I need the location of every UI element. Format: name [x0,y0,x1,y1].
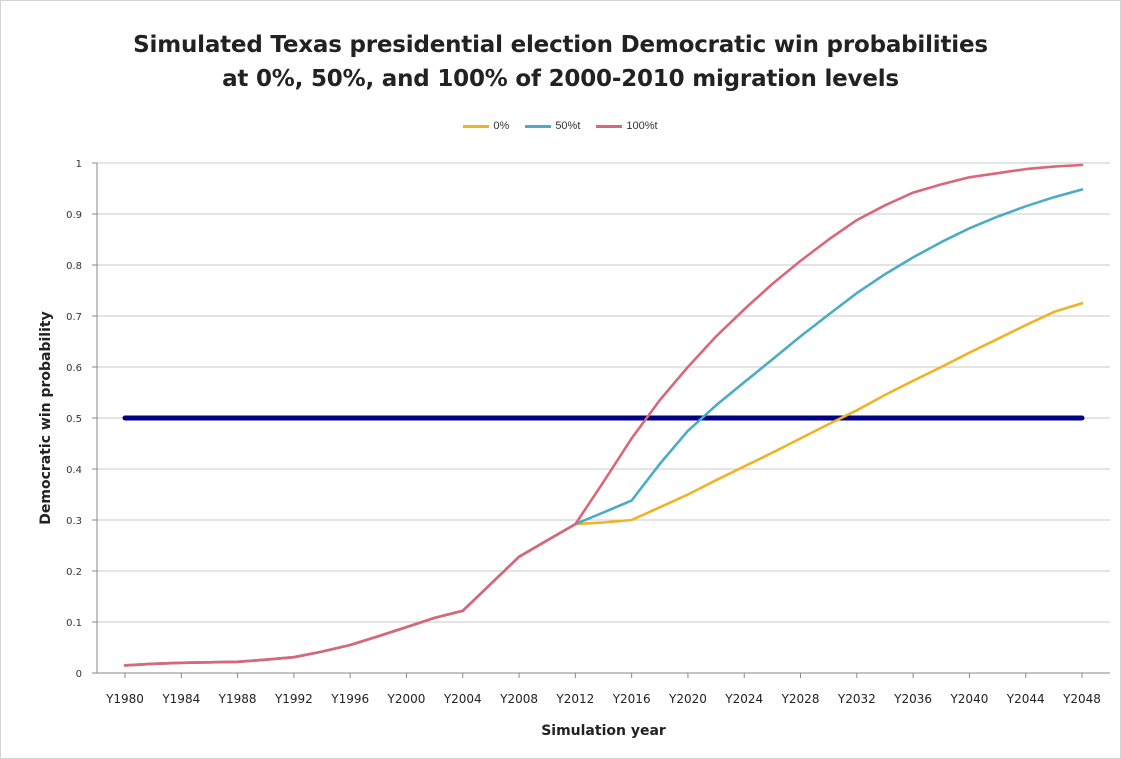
y-tick-label-7: 0.7 [66,312,82,323]
y-tick-label-8: 0.8 [66,261,82,272]
x-tick-label-17: Y2048 [1062,692,1101,706]
series-50pct-line [123,188,1084,667]
legend-label-0pct: 0% [493,120,510,132]
y-tick-label-4: 0.4 [66,465,82,476]
y-tick-label-9: 0.9 [66,210,82,221]
legend-swatch-0pct [463,124,490,128]
legend-swatch-50pct [525,124,552,128]
y-tick-label-2: 0.2 [66,567,82,578]
x-tick-label-0: Y1980 [105,692,144,706]
x-tick-label-5: Y2000 [387,692,426,706]
chart-title-line1: Simulated Texas presidential election De… [133,32,988,58]
legend-item-100pct: 100%t [596,120,658,132]
x-tick-label-15: Y2040 [949,692,988,706]
legend: 0% 50%t 100%t [0,120,1121,132]
y-tick-label-1: 0.1 [66,618,82,629]
legend-label-50pct: 50%t [555,120,581,132]
x-tick-label-12: Y2028 [781,692,820,706]
x-tick-label-1: Y1984 [161,692,200,706]
x-tick-label-6: Y2004 [443,692,482,706]
x-tick-label-14: Y2036 [893,692,932,706]
x-tick-label-16: Y2044 [1006,692,1045,706]
x-tick-label-4: Y1996 [330,692,369,706]
y-tick-label-10: 1 [76,159,82,170]
y-tick-label-3: 0.3 [66,516,82,527]
x-tick-label-9: Y2016 [612,692,651,706]
legend-item-50pct: 50%t [525,120,580,132]
x-tick-label-11: Y2024 [724,692,763,706]
y-axis-title: Democratic win probability [38,311,54,524]
x-tick-label-10: Y2020 [668,692,707,706]
y-tick-label-6: 0.6 [66,363,82,374]
x-tick-label-2: Y1988 [218,692,257,706]
y-tick-label-0: 0 [76,669,82,680]
legend-item-0pct: 0% [463,120,509,132]
x-tick-label-8: Y2012 [555,692,594,706]
x-tick-label-7: Y2008 [499,692,538,706]
x-tick-label-13: Y2032 [837,692,876,706]
series-0pct-line [123,301,1084,667]
chart-title-line2: at 0%, 50%, and 100% of 2000-2010 migrat… [222,66,899,92]
series-100pct-line [123,163,1084,667]
x-tick-label-3: Y1992 [274,692,313,706]
legend-label-100pct: 100%t [626,120,658,132]
x-axis-title: Simulation year [541,723,666,739]
legend-swatch-100pct [596,124,623,128]
y-tick-label-5: 0.5 [66,414,82,425]
